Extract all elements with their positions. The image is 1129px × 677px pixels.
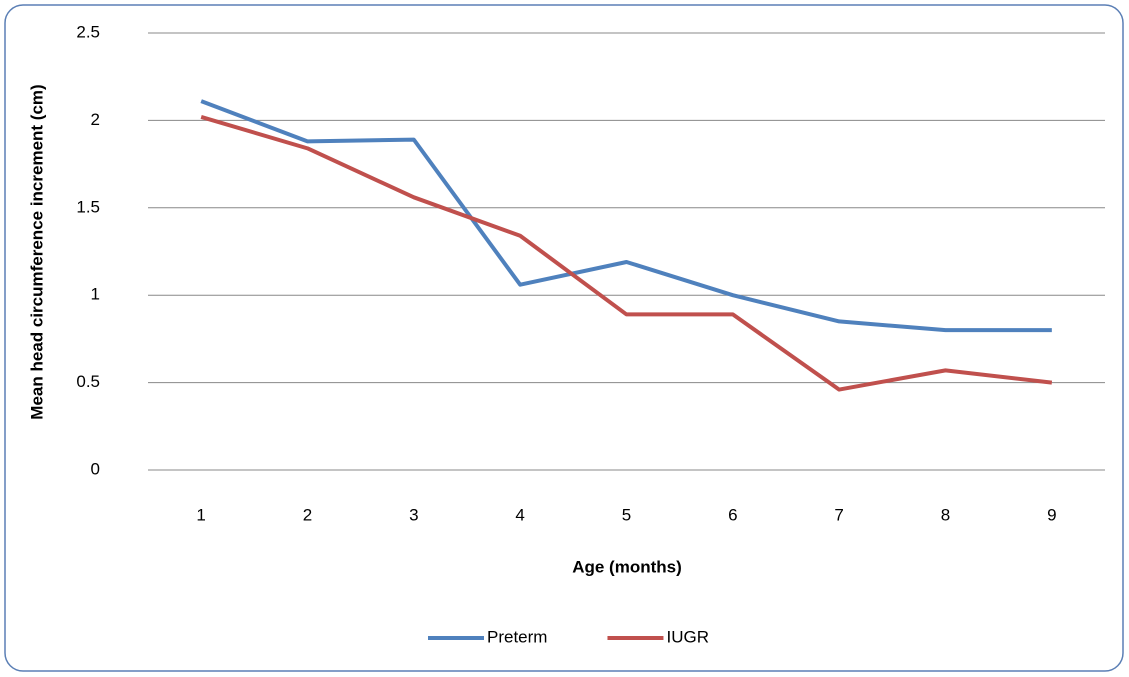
- y-tick-label: 1: [91, 285, 100, 304]
- x-tick-label: 8: [941, 505, 950, 524]
- y-tick-label: 2.5: [76, 22, 100, 41]
- y-tick-label: 2: [91, 110, 100, 129]
- chart-frame: [4, 4, 1124, 672]
- x-tick-label: 5: [622, 505, 631, 524]
- x-tick-label: 2: [303, 505, 312, 524]
- x-tick-label: 1: [196, 505, 205, 524]
- x-tick-label: 3: [409, 505, 418, 524]
- x-tick-label: 6: [728, 505, 737, 524]
- x-tick-label: 9: [1047, 505, 1056, 524]
- y-axis-title: Mean head circumference increment (cm): [27, 84, 46, 419]
- data-line: [200, 99, 1052, 333]
- data-line: [200, 114, 1053, 392]
- y-tick-label: 0: [91, 459, 100, 478]
- legend-label: IUGR: [666, 627, 709, 646]
- y-tick-label: 1.5: [76, 197, 100, 216]
- y-tick-label: 0.5: [76, 372, 100, 391]
- legend-label: Preterm: [487, 627, 547, 646]
- x-tick-label: 4: [515, 505, 524, 524]
- x-axis-title: Age (months): [572, 557, 682, 576]
- x-tick-label: 7: [834, 505, 843, 524]
